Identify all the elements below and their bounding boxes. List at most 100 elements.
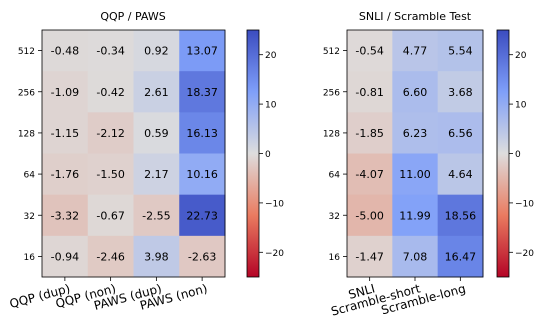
heatmap-cell: [347, 153, 393, 196]
x-tick-label: SNLI: [347, 281, 377, 301]
cell-value-label: -0.48: [51, 45, 79, 58]
heatmap-cell: [42, 235, 89, 278]
heatmap-cell: [87, 71, 134, 113]
cell-value-label: 2.17: [144, 168, 169, 181]
y-tick-label: 32: [24, 212, 35, 222]
heatmap-cell: [133, 112, 180, 154]
cell-value-label: 3.68: [448, 86, 473, 99]
chart-title: QQP / PAWS: [100, 10, 165, 23]
heatmap-cell: [392, 71, 439, 113]
heatmap-cell: [133, 153, 180, 196]
heatmap-cell: [437, 30, 484, 72]
colorbar-tick-label: 10: [265, 101, 277, 111]
heatmap-cell: [179, 30, 226, 72]
colorbar-tick-label: 20: [265, 51, 277, 61]
y-tick-label: 512: [323, 47, 340, 57]
colorbar-tick-label: −10: [515, 199, 534, 209]
heatmap-cell: [437, 235, 484, 278]
cell-value-label: -1.15: [51, 127, 79, 140]
heatmap-cell: [392, 235, 439, 278]
cell-value-label: 16.47: [445, 250, 477, 263]
y-tick-label: 128: [323, 129, 340, 139]
heatmap-cell: [392, 153, 439, 196]
y-tick-label: 64: [24, 171, 36, 181]
colorbar-tick-label: 0: [265, 150, 271, 160]
cell-value-label: 11.99: [399, 209, 431, 222]
cell-value-label: -4.07: [355, 168, 383, 181]
heatmap-cell: [392, 194, 439, 237]
y-tick-label: 256: [18, 88, 35, 98]
y-tick-label: 512: [18, 47, 35, 57]
heatmap-cell: [347, 71, 393, 113]
cell-value-label: 5.54: [448, 45, 473, 58]
cell-value-label: 0.92: [144, 45, 169, 58]
heatmap-cell: [133, 235, 180, 278]
cell-value-label: 4.77: [403, 45, 428, 58]
cell-value-label: -2.12: [96, 127, 124, 140]
heatmap-cell: [437, 112, 484, 154]
cell-value-label: 13.07: [186, 45, 218, 58]
cell-value-label: -2.55: [142, 209, 170, 222]
heatmap-cell: [87, 194, 134, 237]
heatmap-cell: [87, 235, 134, 278]
cell-value-label: -2.63: [188, 250, 216, 263]
heatmap-cell: [347, 112, 393, 154]
heatmap-cell: [392, 112, 439, 154]
colorbar-tick-label: −10: [265, 199, 284, 209]
colorbar-tick-label: −20: [265, 249, 284, 259]
heatmap-cell: [437, 153, 484, 196]
y-tick-label: 16: [329, 253, 341, 263]
cell-value-label: -1.50: [96, 168, 124, 181]
heatmap-cell: [347, 194, 393, 237]
heatmap-cell: [87, 112, 134, 154]
cell-value-label: -5.00: [355, 209, 383, 222]
heatmap-cell: [42, 112, 89, 154]
cell-value-label: 6.23: [403, 127, 428, 140]
heatmap-cell: [42, 30, 89, 72]
colorbar-snli-scramble: −20 −10 0 10 20: [496, 29, 534, 278]
heatmap-cell: [42, 71, 89, 113]
heatmap-cell: [179, 71, 226, 113]
cell-value-label: -0.94: [51, 250, 79, 263]
heatmap-cell: [42, 194, 89, 237]
heatmap-cell: [347, 30, 393, 72]
colorbar-tick-label: −20: [515, 249, 534, 259]
heatmap-cell: [437, 194, 484, 237]
plot-frame: [41, 29, 226, 278]
heatmap-cell: [392, 30, 439, 72]
heatmap-cell: [133, 30, 180, 72]
cell-value-label: -1.85: [355, 127, 383, 140]
cell-value-label: -1.47: [355, 250, 383, 263]
y-tick-label: 256: [323, 88, 340, 98]
cell-value-label: 0.59: [144, 127, 169, 140]
cell-value-label: 10.16: [186, 168, 218, 181]
cell-value-label: 6.60: [403, 86, 428, 99]
cell-value-label: -1.76: [51, 168, 79, 181]
cell-value-label: 18.37: [186, 86, 218, 99]
cell-value-label: -0.34: [96, 45, 124, 58]
y-tick-label: 16: [24, 253, 36, 263]
cell-value-label: -0.81: [355, 86, 383, 99]
cell-value-label: -0.54: [355, 45, 383, 58]
cell-value-label: 3.98: [144, 250, 169, 263]
cell-value-label: 7.08: [403, 250, 428, 263]
y-tick-label: 32: [329, 212, 340, 222]
heatmap-cell: [87, 30, 134, 72]
y-tick-label: 128: [18, 129, 35, 139]
heatmap-cell: [437, 71, 484, 113]
heatmap-qqp-paws: QQP / PAWS -0.48 -0.34 0.92 13.07 -1.09 -0.42 2…: [8, 10, 226, 313]
cell-value-label: -0.67: [96, 209, 124, 222]
colorbar-gradient: [246, 29, 260, 278]
colorbar-tick-label: 0: [515, 150, 521, 160]
chart-title: SNLI / Scramble Test: [359, 10, 472, 23]
colorbar-tick-label: 20: [515, 51, 527, 61]
cell-value-label: 16.13: [186, 127, 218, 140]
heatmap-cell: [133, 71, 180, 113]
cell-value-label: 2.61: [144, 86, 169, 99]
heatmap-cell: [42, 153, 89, 196]
heatmap-cell: [179, 194, 226, 237]
cell-value-label: 4.64: [448, 168, 473, 181]
x-tick-label: Scramble-long: [380, 281, 467, 317]
heatmap-cell: [133, 194, 180, 237]
